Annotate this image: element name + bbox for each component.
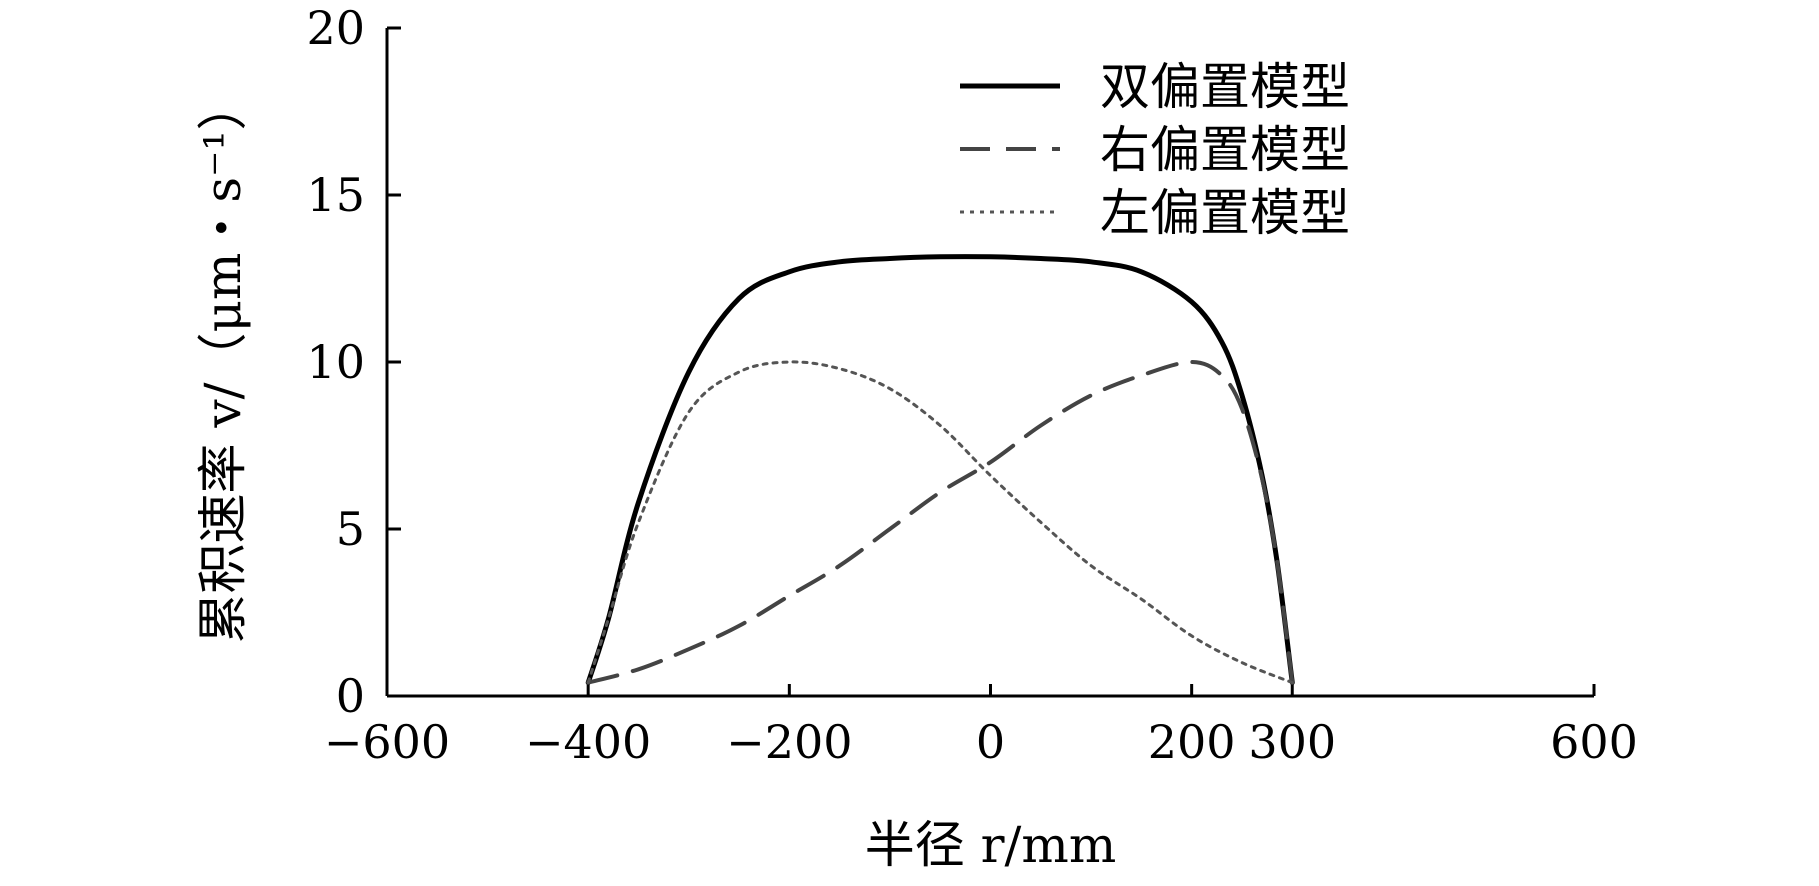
y-tick-label: 0 bbox=[336, 669, 365, 723]
y-tick-label: 15 bbox=[306, 168, 365, 222]
x-axis-title: 半径 r/mm bbox=[865, 816, 1116, 874]
y-tick-label: 5 bbox=[336, 502, 365, 556]
x-ticks: −600 −400 −200 0 200 300 600 bbox=[324, 684, 1638, 769]
series-line-3 bbox=[586, 360, 1294, 685]
series-line-2 bbox=[586, 360, 1295, 685]
series-line-1 bbox=[585, 254, 1295, 686]
legend-label-3: 左偏置模型 bbox=[1100, 184, 1350, 242]
legend-label-2: 右偏置模型 bbox=[1100, 121, 1350, 179]
x-tick-label: 200 bbox=[1148, 715, 1236, 769]
x-tick-label: −400 bbox=[525, 715, 651, 769]
x-tick-label: −600 bbox=[324, 715, 450, 769]
y-tick-label: 20 bbox=[306, 1, 365, 55]
x-tick-label: 600 bbox=[1550, 715, 1638, 769]
series-group bbox=[585, 254, 1295, 686]
x-tick-label: 0 bbox=[976, 715, 1005, 769]
y-ticks: 0 5 10 15 20 bbox=[306, 1, 401, 723]
y-axis-title: 累积速率 v/（μm・s⁻¹） bbox=[194, 81, 252, 644]
y-tick-label: 10 bbox=[306, 335, 365, 389]
legend-label-1: 双偏置模型 bbox=[1100, 58, 1350, 116]
x-tick-label: −200 bbox=[726, 715, 852, 769]
axes bbox=[385, 28, 1594, 698]
x-tick-label: 300 bbox=[1248, 715, 1336, 769]
